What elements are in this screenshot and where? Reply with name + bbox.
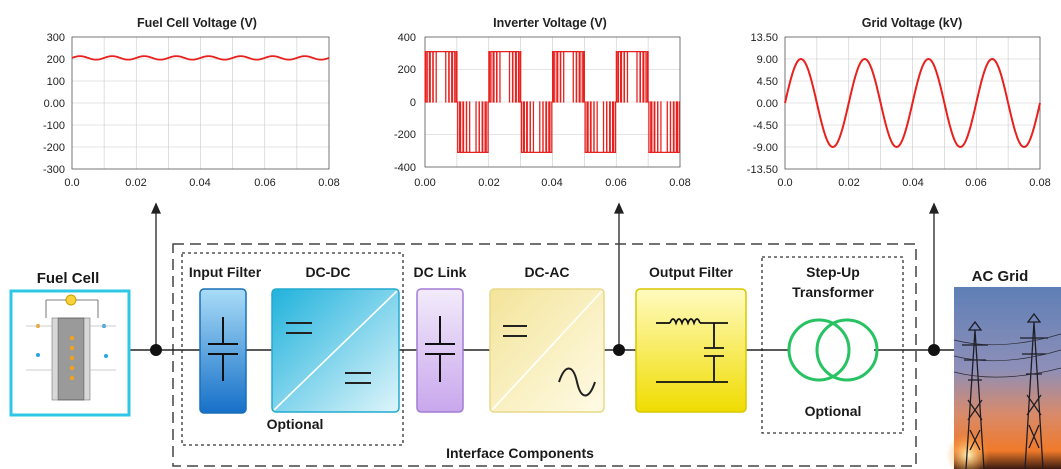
y-axis: 400 200 0 -200 -400 bbox=[394, 32, 416, 174]
y-tick: -100 bbox=[43, 120, 65, 132]
inverter-voltage-series bbox=[424, 51, 680, 153]
y-tick: 0.00 bbox=[44, 98, 65, 110]
chart-title: Inverter Voltage (V) bbox=[493, 16, 607, 30]
y-tick: -400 bbox=[394, 162, 416, 174]
fuel-cell-voltage-chart: Fuel Cell Voltage (V) 300 200 100 0.00 -… bbox=[43, 16, 340, 189]
optional-label: Optional bbox=[267, 416, 324, 432]
junction-dot bbox=[928, 344, 940, 356]
dcdc-converter-block bbox=[271, 288, 400, 413]
ac-grid-label: AC Grid bbox=[972, 268, 1029, 285]
arrow-up-icon bbox=[150, 202, 162, 214]
dc-link-block bbox=[416, 288, 464, 413]
y-tick: 100 bbox=[47, 76, 65, 88]
optional-label: Optional bbox=[805, 403, 862, 419]
transformer-label: Transformer bbox=[792, 284, 874, 300]
x-axis: 0.0 0.02 0.04 0.06 0.08 bbox=[64, 177, 339, 189]
optional-transformer-frame bbox=[761, 256, 904, 434]
arrow-up-icon bbox=[928, 202, 940, 214]
arrow-up-icon bbox=[613, 202, 625, 214]
y-tick: -9.00 bbox=[753, 142, 778, 154]
interface-components-frame bbox=[172, 243, 917, 467]
y-tick: 9.00 bbox=[757, 54, 778, 66]
x-tick: 0.02 bbox=[838, 177, 859, 189]
y-tick: -300 bbox=[43, 164, 65, 176]
x-axis: 0.00 0.02 0.04 0.06 0.08 bbox=[414, 177, 690, 189]
ac-grid-photo bbox=[946, 287, 1061, 469]
dcac-label: DC-AC bbox=[524, 264, 569, 280]
x-tick: 0.0 bbox=[64, 177, 79, 189]
output-filter-label: Output Filter bbox=[649, 264, 734, 280]
power-lines bbox=[953, 333, 1061, 378]
y-tick: -4.50 bbox=[753, 120, 778, 132]
y-tick: 200 bbox=[398, 64, 416, 76]
y-tick: 13.50 bbox=[750, 32, 778, 44]
grid-voltage-series bbox=[784, 57, 1041, 149]
transformer-icon bbox=[787, 318, 879, 382]
x-tick: 0.02 bbox=[478, 177, 499, 189]
y-axis: 300 200 100 0.00 -100 -200 -300 bbox=[43, 32, 65, 176]
fuel-cell-label: Fuel Cell bbox=[37, 270, 100, 287]
x-tick: 0.0 bbox=[777, 177, 792, 189]
chart-title: Fuel Cell Voltage (V) bbox=[137, 16, 257, 30]
fuel-cell-schematic-icon bbox=[26, 294, 116, 401]
x-tick: 0.06 bbox=[254, 177, 275, 189]
x-tick: 0.08 bbox=[318, 177, 339, 189]
x-tick: 0.08 bbox=[1029, 177, 1050, 189]
transmission-tower-icon bbox=[1020, 312, 1048, 469]
x-tick: 0.04 bbox=[902, 177, 923, 189]
y-tick: 200 bbox=[47, 54, 65, 66]
y-tick: 0 bbox=[410, 97, 416, 109]
ac-sine-icon bbox=[558, 367, 596, 397]
optional-dcdc-frame bbox=[181, 252, 404, 446]
y-axis: 13.50 9.00 4.50 0.00 -4.50 -9.00 -13.50 bbox=[747, 32, 778, 176]
input-filter-block bbox=[199, 288, 247, 414]
dc-symbol-icon bbox=[286, 322, 312, 334]
chart-title: Grid Voltage (kV) bbox=[862, 16, 962, 30]
capacitor-icon bbox=[208, 317, 238, 381]
x-tick: 0.06 bbox=[965, 177, 986, 189]
y-tick: -200 bbox=[394, 129, 416, 141]
lc-filter-icon bbox=[656, 318, 728, 383]
dcac-inverter-block bbox=[489, 288, 605, 413]
x-tick: 0.06 bbox=[605, 177, 626, 189]
y-tick: -13.50 bbox=[747, 164, 778, 176]
y-tick: 0.00 bbox=[757, 98, 778, 110]
x-tick: 0.04 bbox=[189, 177, 210, 189]
plot-frame bbox=[71, 36, 330, 170]
grid-voltage-chart: Grid Voltage (kV) 13.50 9.00 4.50 0.00 -… bbox=[747, 16, 1051, 189]
y-tick: 4.50 bbox=[757, 76, 778, 88]
y-tick: 300 bbox=[47, 32, 65, 44]
junction-dot bbox=[613, 344, 625, 356]
pwm-trace bbox=[424, 51, 680, 153]
x-tick: 0.02 bbox=[125, 177, 146, 189]
dc-link-label: DC Link bbox=[414, 264, 467, 280]
chart-grid bbox=[72, 37, 329, 169]
capacitor-icon bbox=[425, 316, 455, 382]
junction-dot bbox=[150, 344, 162, 356]
dc-symbol-icon bbox=[345, 372, 371, 384]
fuel-cell-block: Fuel Cell bbox=[9, 270, 131, 417]
y-tick: -200 bbox=[43, 142, 65, 154]
output-filter-block bbox=[635, 288, 747, 413]
x-tick: 0.08 bbox=[669, 177, 690, 189]
dc-symbol-icon bbox=[503, 325, 527, 337]
inverter-voltage-chart: Inverter Voltage (V) 400 200 0 -200 -400… bbox=[394, 16, 691, 189]
stepup-label: Step-Up bbox=[806, 264, 860, 280]
y-tick: 400 bbox=[398, 32, 416, 44]
x-tick: 0.00 bbox=[414, 177, 435, 189]
fuel-cell-voltage-series bbox=[71, 55, 330, 61]
interface-components-label: Interface Components bbox=[446, 445, 594, 461]
measurement-arrows bbox=[150, 202, 940, 350]
dcdc-label: DC-DC bbox=[305, 264, 350, 280]
x-axis: 0.0 0.02 0.04 0.06 0.08 bbox=[777, 177, 1050, 189]
x-tick: 0.04 bbox=[541, 177, 562, 189]
input-filter-label: Input Filter bbox=[189, 264, 262, 280]
